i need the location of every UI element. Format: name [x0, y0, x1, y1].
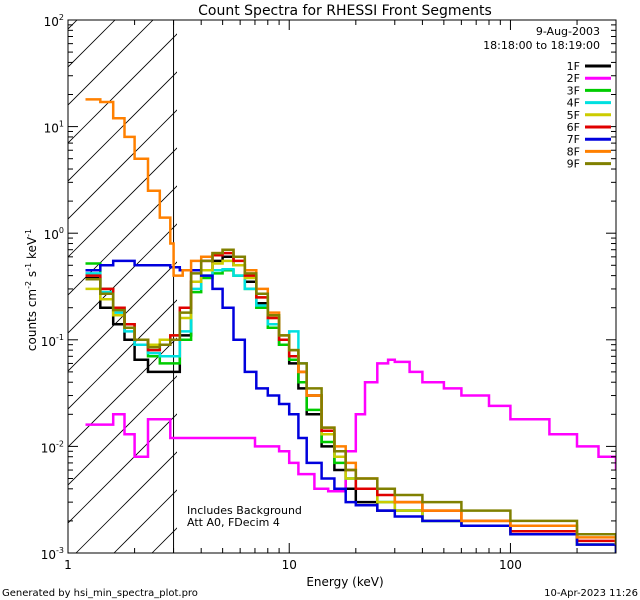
hatch-line	[68, 375, 177, 486]
y-tick-label: 102	[44, 13, 64, 29]
time-range-label: 18:18:00 to 18:19:00	[483, 39, 600, 52]
series-line-7F	[85, 259, 616, 553]
legend-label-8F: 8F	[567, 145, 580, 158]
plot-frame	[67, 19, 617, 554]
series-line-9F	[85, 248, 616, 545]
legend-label-3F: 3F	[567, 84, 580, 97]
annotation-background: Includes Background	[187, 504, 302, 517]
hatch-line	[75, 451, 177, 553]
series-line-1F	[85, 255, 616, 553]
hatch-line	[68, 147, 177, 258]
series-group	[85, 98, 616, 553]
legend-label-2F: 2F	[567, 72, 580, 85]
hatch-line	[68, 71, 177, 182]
y-tick-label: 10-3	[41, 546, 64, 562]
hatch-line	[113, 489, 177, 553]
x-tick-label: 10	[282, 558, 297, 572]
annotation-attenuator: Att A0, FDecim 4	[187, 516, 280, 529]
legend-label-9F: 9F	[567, 158, 580, 171]
legend-label-6F: 6F	[567, 121, 580, 134]
legend-label-5F: 5F	[567, 109, 580, 122]
x-tick-labels: 1 10 100	[64, 558, 522, 572]
hatch-line	[68, 109, 177, 220]
axis-ticks	[67, 20, 617, 554]
generated-by-label: Generated by hsi_min_spectra_plot.pro	[2, 588, 198, 599]
hatch-line	[68, 299, 177, 410]
legend-label-1F: 1F	[567, 60, 580, 73]
y-tick-label: 10-2	[41, 439, 64, 455]
legend-label-7F: 7F	[567, 133, 580, 146]
series-line-5F	[85, 259, 616, 553]
hatch-line	[68, 413, 177, 524]
series-line-2F	[85, 358, 616, 493]
x-tick-label: 100	[499, 558, 522, 572]
y-tick-label: 101	[44, 120, 64, 136]
x-tick-label: 1	[64, 558, 72, 572]
hatch-line	[68, 261, 177, 372]
series-line-6F	[85, 251, 616, 549]
hatch-line	[68, 185, 177, 296]
y-tick-label: 100	[44, 226, 64, 242]
series-line-3F	[85, 262, 616, 553]
hatch-line	[68, 20, 154, 106]
x-axis-label: Energy (keV)	[306, 575, 383, 589]
legend-label-4F: 4F	[567, 97, 580, 110]
hatch-line	[68, 223, 177, 334]
date-label: 9-Aug-2003	[536, 25, 600, 38]
y-tick-label: 10-1	[41, 333, 64, 349]
y-axis-label: counts cm-2 s-1 keV-1	[24, 229, 39, 351]
timestamp-label: 10-Apr-2023 11:26	[544, 588, 638, 599]
chart-title: Count Spectra for RHESSI Front Segments	[198, 3, 492, 19]
y-tick-labels: 102 101 100 10-1 10-2 10-3	[41, 13, 64, 562]
